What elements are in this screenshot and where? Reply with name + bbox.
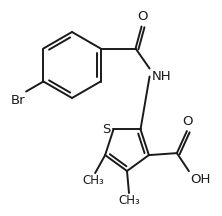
Text: OH: OH xyxy=(190,173,210,186)
Text: NH: NH xyxy=(152,70,171,83)
Text: Br: Br xyxy=(10,95,25,108)
Text: S: S xyxy=(102,123,111,136)
Text: O: O xyxy=(137,11,148,24)
Text: O: O xyxy=(183,115,193,128)
Text: CH₃: CH₃ xyxy=(118,194,140,207)
Text: CH₃: CH₃ xyxy=(82,174,104,187)
